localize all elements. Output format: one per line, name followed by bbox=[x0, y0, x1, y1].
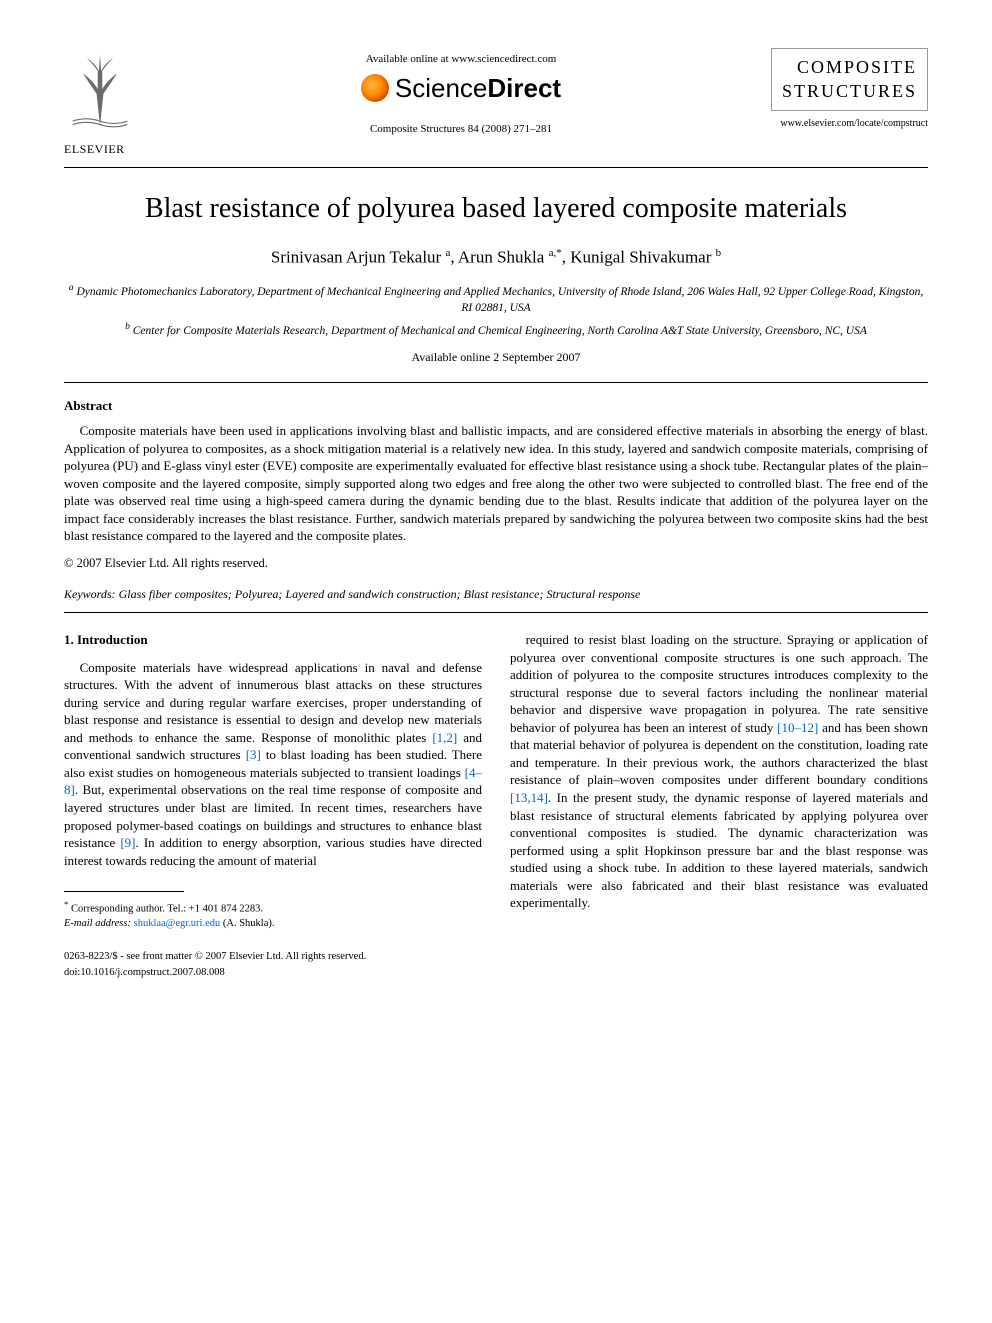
elsevier-tree-icon bbox=[64, 48, 136, 128]
affiliation-a: a Dynamic Photomechanics Laboratory, Dep… bbox=[64, 281, 928, 316]
abstract-body: Composite materials have been used in ap… bbox=[64, 422, 928, 545]
header-center: Available online at www.sciencedirect.co… bbox=[174, 48, 748, 137]
journal-reference: Composite Structures 84 (2008) 271–281 bbox=[174, 122, 748, 137]
authors-line: Srinivasan Arjun Tekalur a, Arun Shukla … bbox=[64, 246, 928, 270]
section-1-col2-text: required to resist blast loading on the … bbox=[510, 631, 928, 912]
sciencedirect-swirl-icon bbox=[361, 74, 389, 102]
journal-name-line2: STRUCTURES bbox=[782, 79, 917, 103]
abstract-heading: Abstract bbox=[64, 397, 928, 415]
footer-doi: doi:10.1016/j.compstruct.2007.08.008 bbox=[64, 966, 482, 980]
abstract-bottom-rule bbox=[64, 612, 928, 613]
header-rule bbox=[64, 167, 928, 168]
available-online-text: Available online at www.sciencedirect.co… bbox=[174, 52, 748, 67]
section-1-col1-text: Composite materials have widespread appl… bbox=[64, 659, 482, 870]
corr-author-name: (A. Shukla). bbox=[223, 918, 275, 929]
corr-author-text: Corresponding author. Tel.: +1 401 874 2… bbox=[71, 904, 263, 915]
keywords-list: Glass fiber composites; Polyurea; Layere… bbox=[119, 587, 641, 601]
sciencedirect-wordmark: ScienceDirect bbox=[395, 71, 561, 106]
footnote-rule bbox=[64, 891, 184, 892]
column-right: required to resist blast loading on the … bbox=[510, 631, 928, 980]
column-left: 1. Introduction Composite materials have… bbox=[64, 631, 482, 980]
corresponding-author-footnote: * Corresponding author. Tel.: +1 401 874… bbox=[64, 898, 482, 932]
journal-brand-block: COMPOSITE STRUCTURES www.elsevier.com/lo… bbox=[748, 48, 928, 130]
journal-name-box: COMPOSITE STRUCTURES bbox=[771, 48, 928, 111]
journal-url: www.elsevier.com/locate/compstruct bbox=[748, 117, 928, 131]
page-header: ELSEVIER Available online at www.science… bbox=[64, 48, 928, 157]
body-columns: 1. Introduction Composite materials have… bbox=[64, 631, 928, 980]
keywords-label: Keywords: bbox=[64, 587, 116, 601]
abstract-top-rule bbox=[64, 382, 928, 383]
section-1-heading: 1. Introduction bbox=[64, 631, 482, 649]
journal-name-line1: COMPOSITE bbox=[782, 55, 917, 79]
footer-copyright: 0263-8223/$ - see front matter © 2007 El… bbox=[64, 950, 482, 964]
affiliation-b: b Center for Composite Materials Researc… bbox=[64, 320, 928, 339]
available-date: Available online 2 September 2007 bbox=[64, 349, 928, 365]
email-label: E-mail address: bbox=[64, 918, 131, 929]
abstract-copyright: © 2007 Elsevier Ltd. All rights reserved… bbox=[64, 555, 928, 572]
publisher-block: ELSEVIER bbox=[64, 48, 174, 157]
sciencedirect-logo: ScienceDirect bbox=[361, 71, 561, 106]
keywords-line: Keywords: Glass fiber composites; Polyur… bbox=[64, 586, 928, 602]
corr-author-email[interactable]: shuklaa@egr.uri.edu bbox=[134, 918, 221, 929]
article-title: Blast resistance of polyurea based layer… bbox=[64, 190, 928, 228]
publisher-name: ELSEVIER bbox=[64, 141, 174, 157]
